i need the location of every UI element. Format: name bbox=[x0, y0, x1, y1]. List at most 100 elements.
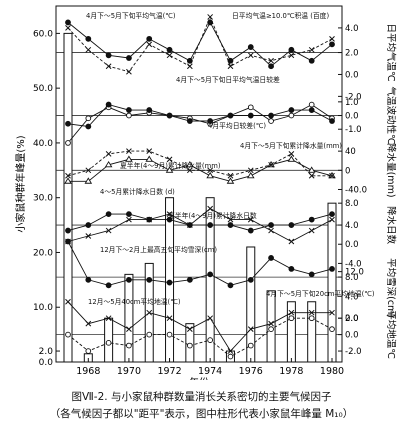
right-tick-label: 1.0 bbox=[345, 98, 359, 108]
series-1-point-1968 bbox=[85, 35, 92, 42]
right-axis-label: 日平均气温℃ bbox=[385, 23, 397, 82]
series-3-point-1979 bbox=[308, 101, 315, 108]
left-tick-label: 30.0 bbox=[33, 194, 53, 204]
annotation: 4～5月累计降水日数 (d) bbox=[100, 187, 175, 196]
series-7-point-1975 bbox=[227, 222, 234, 228]
series-8-point-1968 bbox=[85, 233, 92, 239]
series-2-point-1976 bbox=[247, 52, 254, 59]
series-6-point-1974 bbox=[207, 167, 214, 174]
left-tick-label: 40.0 bbox=[33, 139, 53, 149]
series-1-point-1979 bbox=[308, 57, 315, 64]
series-7-point-1976 bbox=[247, 227, 254, 234]
series-7-point-1978 bbox=[288, 222, 295, 228]
series-7-point-1970 bbox=[126, 211, 132, 218]
series-2-point-1978 bbox=[288, 52, 295, 59]
series-4-point-1980 bbox=[329, 118, 335, 124]
series-line-6 bbox=[67, 150, 332, 177]
series-9-point-1968 bbox=[85, 276, 92, 283]
series-3-point-1968 bbox=[85, 115, 92, 122]
series-2-point-1977 bbox=[268, 57, 274, 64]
series-5-point-1975 bbox=[226, 177, 235, 184]
series-3-point-1967 bbox=[65, 140, 71, 146]
series-3-point-1977 bbox=[268, 118, 274, 124]
right-axis-label: 降水日数 bbox=[385, 206, 397, 245]
series-7-point-1980 bbox=[329, 211, 335, 218]
series-4-point-1979 bbox=[308, 107, 315, 113]
series-7-point-1972 bbox=[166, 216, 173, 223]
right-tick-label: 4.0 bbox=[345, 24, 359, 34]
series-8-point-1971 bbox=[146, 216, 153, 223]
series-4-point-1971 bbox=[146, 107, 153, 113]
series-5-point-1976 bbox=[246, 171, 255, 179]
annotation: 夏半年(4～9月)累计降水日数 bbox=[168, 211, 257, 220]
series-10-point-1980 bbox=[329, 326, 335, 332]
right-tick-label: 0.0 bbox=[345, 112, 359, 122]
right-tick-label: 4.0 bbox=[345, 221, 359, 231]
series-2-point-1980 bbox=[329, 36, 335, 42]
series-5-point-1967 bbox=[64, 177, 72, 184]
series-7-point-1977 bbox=[268, 222, 274, 228]
series-1-point-1975 bbox=[227, 57, 234, 64]
series-4-point-1970 bbox=[126, 107, 132, 113]
series-1-point-1973 bbox=[186, 57, 193, 64]
series-11-point-1968 bbox=[85, 320, 92, 327]
left-axis-label: 小家鼠种群年峰量(%) bbox=[14, 135, 27, 232]
series-10-point-1969 bbox=[105, 339, 112, 346]
series-1-point-1977 bbox=[268, 63, 274, 70]
series-4-point-1972 bbox=[166, 112, 173, 119]
bar-1978 bbox=[286, 301, 296, 363]
right-axis-label: 平均地温℃ bbox=[385, 310, 397, 359]
left-tick-label: 10.0 bbox=[33, 303, 53, 313]
series-9-point-1975 bbox=[227, 282, 234, 289]
series-10-point-1979 bbox=[308, 315, 315, 322]
series-7-point-1967 bbox=[65, 227, 71, 234]
series-10-point-1972 bbox=[166, 331, 173, 338]
series-2-point-1967 bbox=[65, 25, 71, 31]
series-2-point-1979 bbox=[308, 46, 315, 53]
series-6-point-1975 bbox=[227, 172, 234, 179]
series-10-point-1974 bbox=[207, 337, 214, 343]
series-6-point-1973 bbox=[186, 167, 193, 174]
right-axis-label: 降水量(mm) bbox=[385, 143, 397, 197]
series-2-point-1972 bbox=[166, 52, 173, 59]
left-tick-label: 50.0 bbox=[33, 84, 53, 94]
series-11-point-1978 bbox=[288, 309, 295, 316]
series-11-point-1977 bbox=[268, 320, 274, 327]
right-tick-label: -1.0 bbox=[345, 125, 362, 135]
series-9-point-1978 bbox=[288, 265, 295, 272]
series-11-point-1974 bbox=[207, 315, 214, 322]
series-5-point-1969 bbox=[104, 160, 113, 168]
series-6-point-1979 bbox=[308, 172, 315, 179]
series-10-point-1976 bbox=[247, 342, 254, 349]
series-6-point-1971 bbox=[146, 148, 153, 154]
series-9-point-1974 bbox=[207, 271, 214, 278]
annotation: 日平均气温≥10.0℃积温 (百度) bbox=[232, 11, 329, 20]
series-8-point-1975 bbox=[227, 216, 234, 223]
annotation: 12月下～2月上最高五旬平均雪深(cm) bbox=[100, 245, 217, 254]
series-1-point-1971 bbox=[146, 35, 153, 42]
right-tick-label: 2.0 bbox=[345, 314, 359, 324]
series-11-point-1975 bbox=[227, 348, 234, 354]
series-4-point-1969 bbox=[105, 101, 112, 108]
series-1-point-1967 bbox=[65, 19, 71, 26]
right-tick-label: 0.0 bbox=[345, 314, 359, 324]
series-line-4 bbox=[67, 104, 333, 127]
series-4-point-1973 bbox=[186, 118, 193, 124]
series-4-point-1978 bbox=[288, 107, 295, 113]
figure-caption-note: （各气候因子都以"距平"表示，图中柱形代表小家鼠年峰量 M₁₀） bbox=[49, 408, 354, 420]
series-8-point-1977 bbox=[268, 227, 274, 234]
left-tick-label: 2.0 bbox=[39, 347, 54, 357]
series-9-point-1967 bbox=[65, 238, 71, 245]
series-6-point-1970 bbox=[126, 148, 132, 154]
series-6-point-1968 bbox=[85, 167, 92, 174]
right-tick-label: 8.0 bbox=[345, 273, 359, 283]
series-9-point-1976 bbox=[247, 276, 254, 283]
series-10-point-1973 bbox=[186, 342, 193, 349]
series-5-point-1970 bbox=[125, 155, 133, 162]
series-6-point-1972 bbox=[166, 156, 173, 163]
series-4-point-1976 bbox=[247, 112, 254, 119]
series-9-point-1971 bbox=[146, 276, 153, 283]
series-1-point-1980 bbox=[329, 41, 335, 48]
series-10-point-1970 bbox=[126, 342, 132, 349]
series-line-9 bbox=[67, 241, 333, 286]
